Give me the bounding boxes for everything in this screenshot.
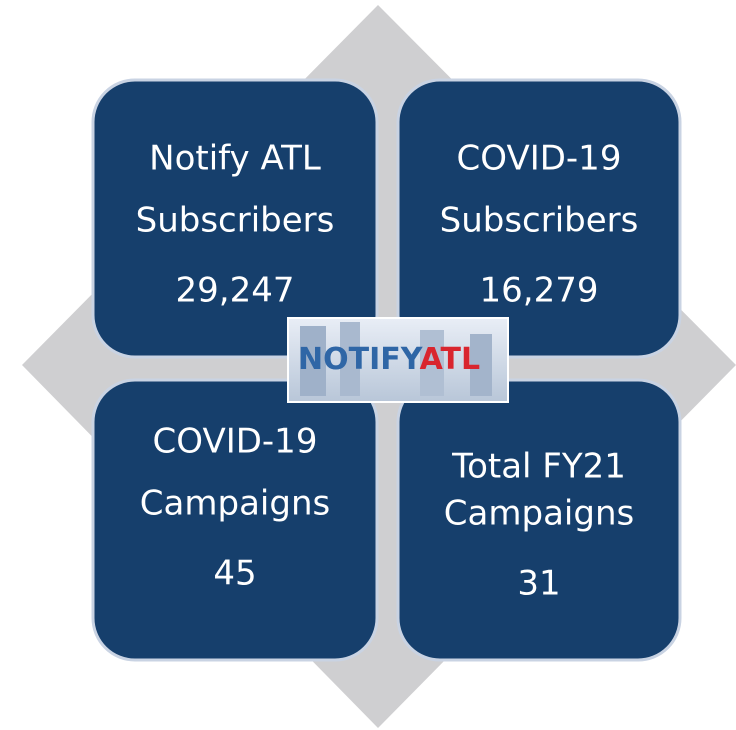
card-value: 31 <box>517 564 560 604</box>
logo: NOTIFYATL <box>287 317 509 403</box>
card: COVID-19 Campaigns 45 <box>91 378 379 662</box>
logo-building <box>300 326 326 396</box>
card: Notify ATL Subscribers 29,247 <box>91 78 379 359</box>
card-label: Subscribers <box>440 201 639 241</box>
card-label: Total FY21 <box>451 447 626 487</box>
card-label: COVID-19 <box>457 139 622 179</box>
logo-building <box>420 330 444 396</box>
card-box <box>91 378 379 662</box>
card-box <box>396 78 682 359</box>
logo-text: NOTIFYATL <box>298 342 480 377</box>
logo-building <box>470 334 492 396</box>
card-label: COVID-19 <box>153 422 318 462</box>
card-label: Subscribers <box>136 201 335 241</box>
logo-part: NOTIFY <box>298 342 424 377</box>
logo-part: ATL <box>420 342 480 377</box>
card-value: 16,279 <box>480 271 599 311</box>
card-value: 45 <box>213 554 256 594</box>
logo-building <box>340 322 360 396</box>
card-label: Notify ATL <box>149 139 321 179</box>
card-label: Campaigns <box>140 484 330 524</box>
card: Total FY21 Campaigns 31 <box>396 378 682 662</box>
card-label: Campaigns <box>444 494 634 534</box>
card-value: 29,247 <box>176 271 295 311</box>
card-box <box>91 78 379 359</box>
card-box <box>396 378 682 662</box>
card: COVID-19 Subscribers 16,279 <box>396 78 682 359</box>
